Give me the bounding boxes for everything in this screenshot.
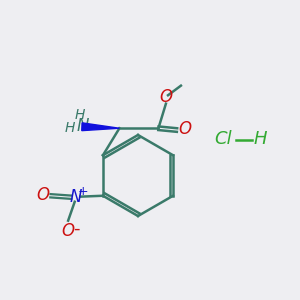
Text: -: -: [73, 219, 79, 238]
Text: H: H: [64, 121, 74, 135]
Text: N: N: [76, 117, 89, 135]
Text: H: H: [74, 108, 85, 122]
Text: O: O: [61, 222, 74, 240]
Text: +: +: [78, 185, 88, 198]
Text: O: O: [36, 186, 50, 205]
Text: O: O: [178, 120, 191, 138]
Polygon shape: [82, 123, 119, 130]
Text: N: N: [70, 188, 82, 206]
Text: H: H: [254, 130, 267, 148]
Text: O: O: [159, 88, 172, 106]
Text: Cl: Cl: [215, 130, 232, 148]
